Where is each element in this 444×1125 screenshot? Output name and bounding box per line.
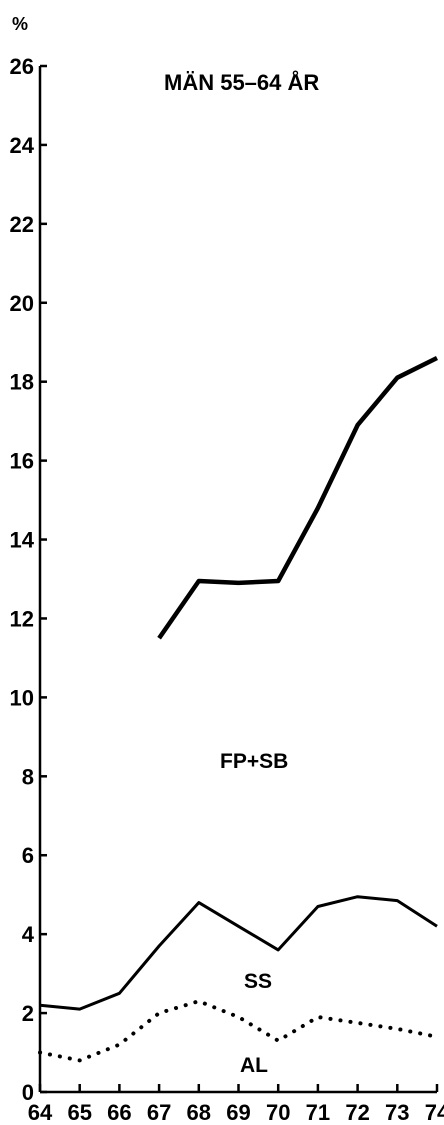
series-lines xyxy=(38,355,439,1063)
x-tick-label-69: 69 xyxy=(226,1100,250,1125)
y-tick-label-10: 10 xyxy=(10,685,34,710)
x-tick-label-70: 70 xyxy=(266,1100,290,1125)
y-tick-label-24: 24 xyxy=(10,133,35,158)
x-tick-label-67: 67 xyxy=(147,1100,171,1125)
x-tick-label-68: 68 xyxy=(187,1100,211,1125)
series-line-ss xyxy=(39,895,438,1011)
y-tick-label-20: 20 xyxy=(10,291,34,316)
y-tick-label-4: 4 xyxy=(22,922,35,947)
x-tick-label-71: 71 xyxy=(306,1100,330,1125)
x-tick-label-66: 66 xyxy=(107,1100,131,1125)
y-tick-label-12: 12 xyxy=(10,606,34,631)
x-tick-label-64: 64 xyxy=(28,1100,53,1125)
x-tick-label-74: 74 xyxy=(425,1100,444,1125)
x-tick-label-72: 72 xyxy=(345,1100,369,1125)
y-tick-label-2: 2 xyxy=(22,1001,34,1026)
y-tick-label-16: 16 xyxy=(10,449,34,474)
series-label-al: AL xyxy=(240,1054,268,1077)
series-label-ss: SS xyxy=(244,970,272,993)
y-tick-label-14: 14 xyxy=(10,528,35,553)
x-tick-label-65: 65 xyxy=(67,1100,91,1125)
y-tick-label-22: 22 xyxy=(10,212,34,237)
y-tick-label-8: 8 xyxy=(22,764,34,789)
series-line-fp-sb xyxy=(157,355,439,640)
y-tick-label-18: 18 xyxy=(10,370,34,395)
y-tick-label-6: 6 xyxy=(22,843,34,868)
y-tick-label-0: 0 xyxy=(22,1080,34,1105)
x-axis-ticks: 64 65 66 67 68 69 70 71 72 73 74 xyxy=(28,1084,444,1125)
series-label-fp-sb: FP+SB xyxy=(220,750,288,773)
chart-title: MÄN 55–64 ÅR xyxy=(164,69,319,95)
series-line-al xyxy=(38,999,439,1063)
y-axis-unit-label: % xyxy=(12,14,28,34)
y-tick-label-26: 26 xyxy=(10,54,34,79)
x-tick-label-73: 73 xyxy=(385,1100,409,1125)
